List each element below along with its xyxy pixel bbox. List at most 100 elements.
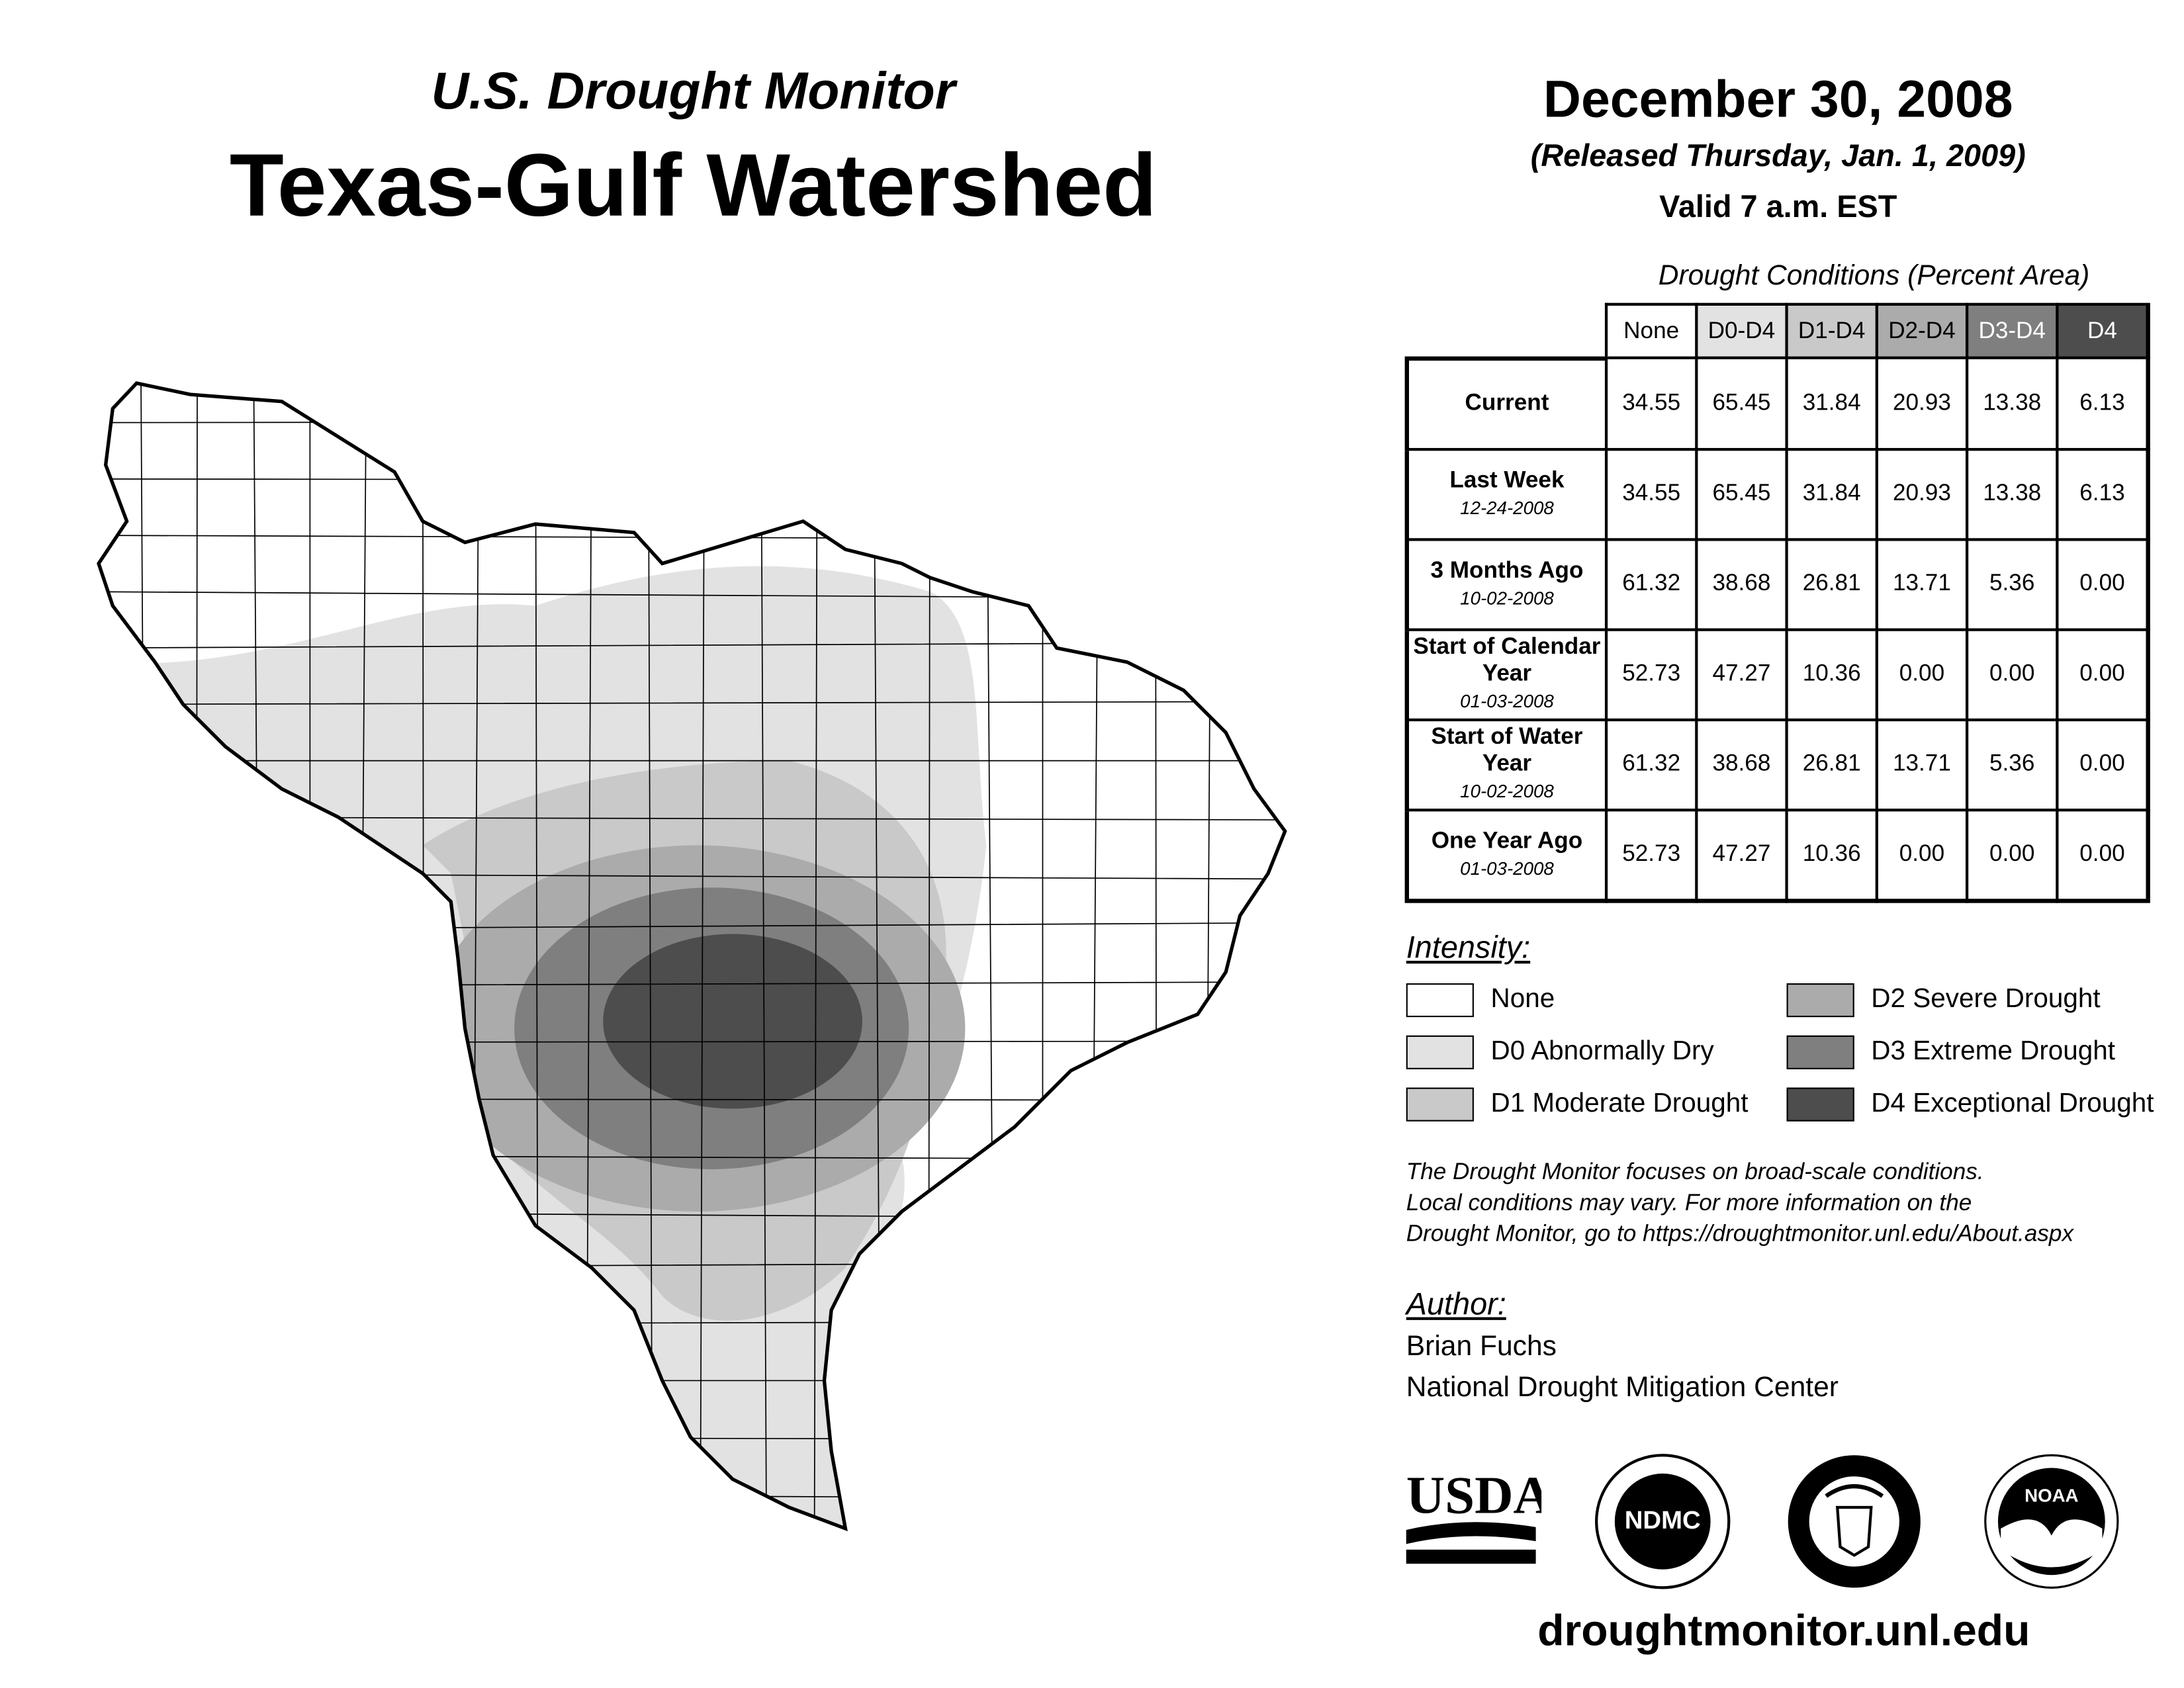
legend-swatch: [1786, 1035, 1854, 1069]
legend-item: None: [1406, 983, 1555, 1018]
valid-time: Valid 7 a.m. EST: [1659, 189, 1897, 224]
department-of-commerce-seal: [1788, 1455, 1921, 1588]
table-cell: 13.38: [1965, 356, 2059, 451]
author-name: Brian Fuchs: [1406, 1331, 1557, 1362]
table-row: One Year Ago 01-03-2008 52.73 47.27 10.36 0.0…: [1404, 807, 2150, 902]
table-cell: 65.45: [1695, 447, 1788, 541]
table-cell: 38.68: [1695, 537, 1788, 631]
table-cell: 34.55: [1604, 356, 1698, 451]
legend-label: None: [1490, 985, 1555, 1014]
legend-label: D0 Abnormally Dry: [1490, 1036, 1714, 1067]
table-cell: 6.13: [2056, 356, 2150, 451]
row-date: 10-02-2008: [1460, 586, 1554, 608]
drought-conditions-table: None D0-D4 D1-D4 D2-D4 D3-D4 D4 Current 34.55 6…: [1404, 302, 2150, 903]
table-cell: 31.84: [1785, 447, 1878, 541]
column-header: D1-D4: [1785, 302, 1878, 359]
table-cell: 26.81: [1785, 717, 1878, 811]
table-cell: 31.84: [1785, 356, 1878, 451]
table-cell: 13.71: [1875, 717, 1969, 811]
table-row: Current 34.55 65.45 31.84 20.93 13.38 6.13: [1404, 356, 2150, 451]
table-cell: 13.38: [1965, 447, 2059, 541]
column-header: D0-D4: [1695, 302, 1788, 359]
table-cell: 65.45: [1695, 356, 1788, 451]
watershed-map: [0, 0, 1353, 1688]
table-cell: 13.71: [1875, 537, 1969, 631]
row-date: 10-02-2008: [1460, 780, 1554, 802]
column-header: None: [1604, 302, 1698, 359]
d4-area: [603, 934, 862, 1109]
row-label-text: Last Week: [1449, 466, 1565, 493]
row-label-text: Start of Calendar Year: [1413, 634, 1601, 686]
row-date: 12-24-2008: [1460, 496, 1554, 518]
table-cell: 20.93: [1875, 447, 1969, 541]
row-label: Last Week 12-24-2008: [1404, 447, 1608, 541]
table-cell: 47.27: [1695, 627, 1788, 721]
legend-label: D3 Extreme Drought: [1871, 1036, 2116, 1067]
svg-text:USDA: USDA: [1406, 1466, 1541, 1525]
disclaimer-note: The Drought Monitor focuses on broad-sca…: [1406, 1157, 2073, 1250]
noaa-logo: NOAA: [1984, 1454, 2119, 1589]
table-row: Start of Water Year 10-02-2008 61.32 38.68 2…: [1404, 717, 2150, 811]
table-cell: 0.00: [1875, 627, 1969, 721]
table-cell: 0.00: [2056, 537, 2150, 631]
table-cell: 5.36: [1965, 717, 2059, 811]
legend-swatch: [1406, 1087, 1474, 1122]
table-row: Start of Calendar Year 01-03-2008 52.73 47.…: [1404, 627, 2150, 721]
table-caption: Drought Conditions (Percent Area): [1658, 260, 2090, 292]
release-date: (Released Thursday, Jan. 1, 2009): [1530, 138, 2026, 173]
row-label: Start of Calendar Year 01-03-2008: [1404, 627, 1608, 721]
table-cell: 52.73: [1604, 807, 1698, 902]
legend-title: Intensity:: [1406, 930, 1531, 965]
map-title: Texas-Gulf Watershed: [229, 136, 1158, 236]
legend-swatch: [1406, 1035, 1474, 1069]
table-row: Last Week 12-24-2008 34.55 65.45 31.84 20.93 1…: [1404, 447, 2150, 541]
table-cell: 52.73: [1604, 627, 1698, 721]
row-label-text: Start of Water Year: [1431, 724, 1583, 777]
note-line: Drought Monitor, go to https://droughtmo…: [1406, 1221, 2074, 1247]
note-line: The Drought Monitor focuses on broad-sca…: [1406, 1159, 1984, 1185]
column-header: D4: [2056, 302, 2150, 359]
row-date: 01-03-2008: [1460, 857, 1554, 879]
author-heading: Author:: [1406, 1286, 1506, 1322]
table-cell: 0.00: [1965, 627, 2059, 721]
table-cell: 6.13: [2056, 447, 2150, 541]
legend-swatch: [1786, 983, 1854, 1018]
note-line: Local conditions may vary. For more info…: [1406, 1190, 1972, 1216]
blank-header: [1406, 304, 1607, 360]
table-cell: 47.27: [1695, 807, 1788, 902]
ndmc-logo: NDMC: [1595, 1454, 1731, 1589]
table-cell: 61.32: [1604, 717, 1698, 811]
table-cell: 26.81: [1785, 537, 1878, 631]
legend-swatch: [1406, 983, 1474, 1018]
table-cell: 0.00: [2056, 627, 2150, 721]
table-row: 3 Months Ago 10-02-2008 61.32 38.68 26.81 13.…: [1404, 537, 2150, 631]
svg-text:NDMC: NDMC: [1625, 1506, 1701, 1534]
column-header: D2-D4: [1875, 302, 1969, 359]
table-cell: 10.36: [1785, 627, 1878, 721]
legend-label: D1 Moderate Drought: [1490, 1088, 1749, 1119]
svg-text:NOAA: NOAA: [2025, 1486, 2078, 1506]
row-label-text: Current: [1465, 390, 1549, 416]
legend-swatch: [1786, 1087, 1854, 1122]
author-org: National Drought Mitigation Center: [1406, 1372, 1839, 1403]
legend-item: D0 Abnormally Dry: [1406, 1035, 1714, 1069]
row-label-text: One Year Ago: [1431, 827, 1583, 854]
legend-label: D2 Severe Drought: [1871, 985, 2101, 1014]
legend-item: D1 Moderate Drought: [1406, 1087, 1749, 1122]
map-date: December 30, 2008: [1543, 70, 2013, 128]
table-cell: 0.00: [2056, 807, 2150, 902]
legend-item: D4 Exceptional Drought: [1786, 1087, 2154, 1122]
row-label-text: 3 Months Ago: [1430, 557, 1584, 583]
table-cell: 0.00: [1875, 807, 1969, 902]
table-cell: 61.32: [1604, 537, 1698, 631]
row-label: One Year Ago 01-03-2008: [1404, 807, 1608, 902]
column-header: D3-D4: [1965, 302, 2059, 359]
footer-url[interactable]: droughtmonitor.unl.edu: [1537, 1606, 2030, 1656]
table-cell: 0.00: [1965, 807, 2059, 902]
legend-item: D3 Extreme Drought: [1786, 1035, 2116, 1069]
table-cell: 20.93: [1875, 356, 1969, 451]
table-cell: 10.36: [1785, 807, 1878, 902]
table-cell: 5.36: [1965, 537, 2059, 631]
table-cell: 0.00: [2056, 717, 2150, 811]
